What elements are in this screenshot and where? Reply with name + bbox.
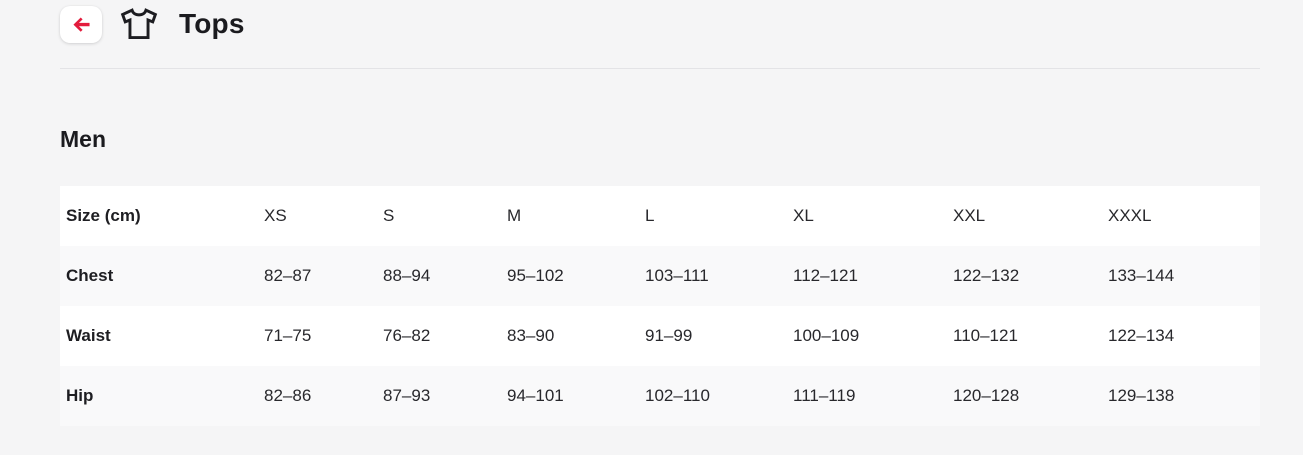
size-cell: 122–132 [953,266,1020,285]
size-cell: 91–99 [645,326,693,345]
size-cell: 111–119 [793,386,856,405]
size-cell: 133–144 [1108,266,1175,285]
size-cell: 88–94 [383,266,431,285]
back-button[interactable] [60,5,102,43]
section-title-men: Men [60,126,106,152]
size-cell: 110–121 [953,326,1018,345]
size-cell: 83–90 [507,326,555,345]
size-cell: 129–138 [1108,386,1175,405]
size-cell: 95–102 [507,266,564,285]
size-cell: 102–110 [645,386,710,405]
arrow-left-icon [70,13,93,36]
column-header-l: L [645,206,655,225]
size-cell: 82–86 [264,386,312,405]
size-cell: 87–93 [383,386,431,405]
size-cell: 103–111 [645,266,709,285]
size-cell: 94–101 [507,386,564,405]
size-cell: 71–75 [264,326,312,345]
size-cell: 100–109 [793,326,860,345]
row-label-waist: Waist [66,326,111,345]
size-cell: 122–134 [1108,326,1175,345]
column-header-xs: XS [264,206,287,225]
row-label-chest: Chest [66,266,114,285]
row-label-hip: Hip [66,386,94,405]
column-header-xxl: XXL [953,206,986,225]
size-cell: 82–87 [264,266,312,285]
size-cell: 112–121 [793,266,858,285]
size-cell: 120–128 [953,386,1020,405]
table-header-row: Size (cm) XS S M L XL XXL XXXL [60,186,1260,246]
page-title: Tops [179,8,245,39]
column-header-s: S [383,206,395,225]
table-row-chest: Chest 82–87 88–94 95–102 103–111 112–121… [60,246,1260,306]
column-header-xxxl: XXXL [1108,206,1152,225]
table-row-hip: Hip 82–86 87–93 94–101 102–110 111–119 1… [60,366,1260,426]
size-cell: 76–82 [383,326,431,345]
column-header-m: M [507,206,522,225]
page-header: Tops [60,4,1303,44]
column-header-xl: XL [793,206,814,225]
column-header-size: Size (cm) [66,206,141,225]
table-row-waist: Waist 71–75 76–82 83–90 91–99 100–109 11… [60,306,1260,366]
header-divider [60,68,1260,69]
tshirt-icon [120,8,158,40]
size-table: Size (cm) XS S M L XL XXL XXXL Chest 82–… [60,186,1260,426]
